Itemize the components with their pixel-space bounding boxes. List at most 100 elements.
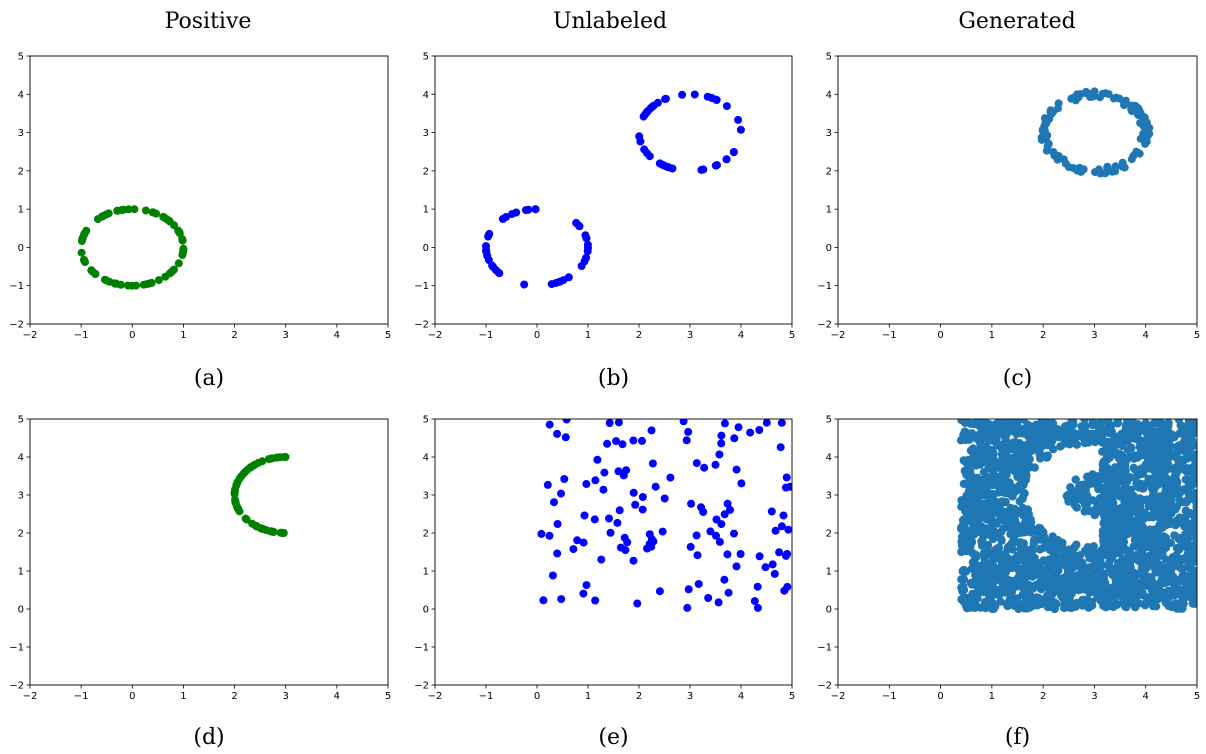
scatter-point <box>967 429 977 438</box>
scatter-point <box>1117 429 1126 438</box>
scatter-point <box>1033 565 1043 574</box>
scatter-point <box>1090 437 1100 447</box>
scatter-point <box>1067 433 1076 443</box>
scatter-point <box>1061 592 1070 602</box>
x-tick-label: 0 <box>534 691 540 702</box>
y-tick-label: 2 <box>826 166 832 177</box>
y-tick-label: 2 <box>423 529 429 540</box>
scatter-point <box>997 578 1007 587</box>
scatter-point <box>1190 419 1197 428</box>
scatter-point <box>959 575 969 584</box>
scatter-point <box>965 495 974 504</box>
scatter-point <box>80 229 89 238</box>
scatter-point <box>737 479 746 488</box>
scatter-point <box>548 571 557 580</box>
scatter-point <box>775 548 784 557</box>
y-tick-label: 3 <box>18 128 24 139</box>
y-tick-label: 4 <box>826 453 832 464</box>
scatter-point <box>1186 451 1195 460</box>
x-tick-label: 1 <box>989 691 995 702</box>
scatter-point <box>1093 507 1103 516</box>
scatter-point <box>1155 531 1165 540</box>
scatter-point <box>1148 476 1157 486</box>
scatter-point <box>248 519 257 528</box>
scatter-point <box>276 528 285 537</box>
scatter-point <box>997 471 1006 480</box>
scatter-point <box>986 587 995 596</box>
scatter-point <box>1010 520 1019 529</box>
scatter-point <box>582 253 591 262</box>
scatter-point <box>1015 582 1025 591</box>
x-tick-label: −1 <box>882 330 897 341</box>
scatter-point <box>597 555 606 564</box>
scatter-point <box>779 511 788 520</box>
scatter-point <box>959 539 968 549</box>
scatter-point <box>1160 489 1170 498</box>
scatter-point <box>1096 93 1104 102</box>
scatter-point <box>1031 595 1040 605</box>
scatter-points-f <box>956 419 1197 614</box>
scatter-point <box>966 467 975 476</box>
scatter-point <box>614 419 623 427</box>
y-tick-label: 5 <box>826 415 832 426</box>
scatter-point <box>969 563 979 573</box>
x-tick-label: 1 <box>180 330 186 341</box>
x-tick-label: 1 <box>989 330 995 341</box>
scatter-point <box>712 531 720 540</box>
scatter-point <box>1008 492 1017 501</box>
y-tick-label: 4 <box>18 453 24 464</box>
y-tick-label: 2 <box>18 166 24 177</box>
scatter-point <box>1069 93 1078 102</box>
scatter-point <box>1050 598 1060 607</box>
scatter-point <box>1114 518 1124 528</box>
scatter-point <box>1142 597 1152 607</box>
y-tick-label: 0 <box>423 243 429 254</box>
scatter-point <box>1091 578 1100 587</box>
scatter-point <box>1167 555 1177 564</box>
scatter-point <box>967 538 976 547</box>
scatter-point <box>971 571 981 580</box>
scatter-point <box>1042 453 1052 462</box>
scatter-point <box>1107 583 1116 593</box>
scatter-point <box>679 419 688 426</box>
scatter-point <box>971 520 981 529</box>
scatter-point <box>1073 571 1083 580</box>
panel-caption-f: (f) <box>1005 725 1030 750</box>
scatter-panel-c: −2−2 −1 −1 0 0 1 1 2 2 3 3 4 4 5 5 (c) <box>817 52 1200 392</box>
scatter-point <box>638 436 646 445</box>
scatter-point <box>723 550 732 559</box>
scatter-point <box>1119 570 1128 580</box>
scatter-point <box>1128 105 1137 114</box>
scatter-point <box>1099 519 1108 528</box>
y-tick-label: 5 <box>423 415 429 426</box>
scatter-point <box>767 507 776 516</box>
scatter-point <box>711 460 720 469</box>
scatter-point <box>1087 601 1097 610</box>
scatter-point <box>1104 437 1114 447</box>
y-tick-label: 2 <box>423 166 429 177</box>
scatter-point <box>1037 572 1046 582</box>
scatter-point <box>1021 592 1030 601</box>
scatter-point <box>629 488 638 497</box>
y-tick-label: 5 <box>18 52 24 63</box>
x-tick-label: 5 <box>789 691 795 702</box>
scatter-point <box>1083 472 1092 481</box>
scatter-point <box>1174 562 1183 571</box>
panel-caption-b: (b) <box>598 366 629 391</box>
scatter-point <box>686 542 695 551</box>
y-tick-label: 4 <box>18 90 24 101</box>
scatter-point <box>720 575 729 584</box>
x-tick-label: 4 <box>1143 691 1149 702</box>
scatter-point <box>1104 524 1114 533</box>
scatter-point <box>1191 428 1197 437</box>
panel-caption-a: (a) <box>194 366 224 391</box>
scatter-point <box>230 488 239 497</box>
scatter-point <box>1164 515 1174 525</box>
scatter-point <box>684 585 693 594</box>
scatter-point <box>520 280 529 289</box>
column-title-generated: Generated <box>958 9 1075 34</box>
scatter-point <box>1130 519 1140 528</box>
scatter-point <box>1175 533 1184 543</box>
scatter-point <box>638 493 647 501</box>
scatter-point <box>658 527 667 536</box>
